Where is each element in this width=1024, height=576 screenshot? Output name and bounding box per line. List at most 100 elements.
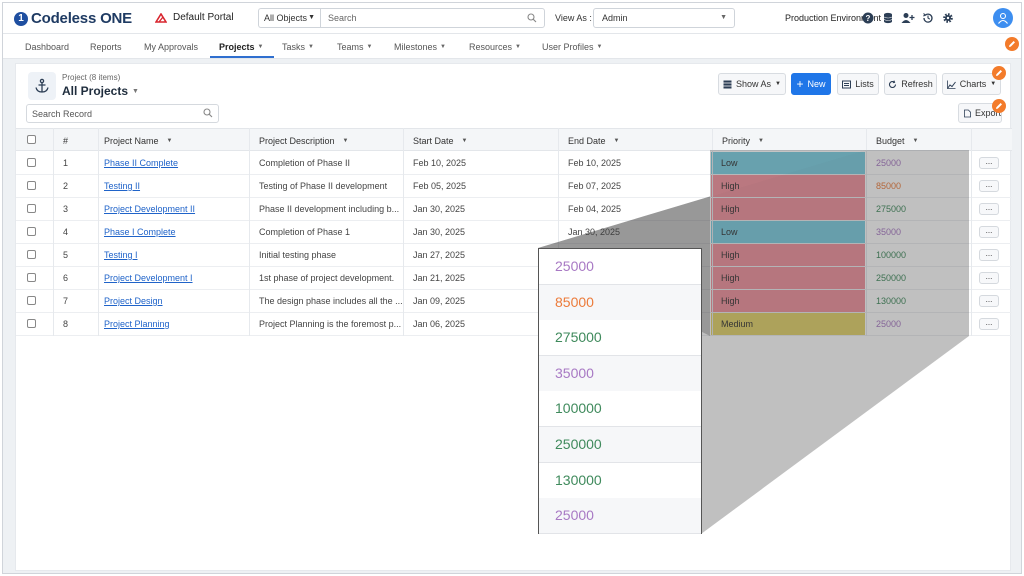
column-divider [558, 128, 559, 336]
zoom-budget-row: 25000 [539, 249, 701, 285]
nav-dashboard[interactable]: Dashboard [25, 42, 70, 52]
row-actions-button[interactable]: ... [979, 272, 999, 284]
cell-start-date: Jan 30, 2025 [413, 204, 466, 214]
nav-teams[interactable]: Teams ▼ [337, 42, 373, 52]
new-button[interactable]: + New [791, 73, 831, 95]
object-selector[interactable]: All Objects ▼ [258, 8, 320, 28]
row-checkbox[interactable] [27, 227, 36, 236]
row-checkbox[interactable] [27, 181, 36, 190]
row-actions-button[interactable]: ... [979, 157, 999, 169]
column-header-end-date[interactable]: End Date ▼ [568, 136, 620, 146]
row-checkbox[interactable] [27, 273, 36, 282]
priority-badge: Low [711, 221, 865, 243]
project-name-link[interactable]: Project Development II [104, 204, 196, 214]
zoom-budget-value: 25000 [555, 507, 594, 524]
global-search-input[interactable]: Search [320, 8, 545, 28]
nav-resources[interactable]: Resources ▼ [469, 42, 521, 52]
svg-text:?: ? [866, 14, 871, 23]
nav-reports[interactable]: Reports [90, 42, 122, 52]
chevron-down-icon: ▼ [257, 44, 264, 50]
anchor-icon [28, 72, 56, 100]
export-button[interactable]: Export [958, 103, 1002, 123]
sort-icon: ▼ [342, 138, 349, 144]
settings-icon[interactable] [941, 11, 955, 25]
project-name-link[interactable]: Phase II Complete [104, 158, 179, 168]
project-name-link[interactable]: Testing II [104, 181, 141, 191]
zoom-budget-row: 250000 [539, 427, 701, 463]
table-row[interactable]: 4 Phase I Complete Completion of Phase 1 Ja… [16, 221, 1012, 244]
row-actions-button[interactable]: ... [979, 180, 999, 192]
project-name-link[interactable]: Project Design [104, 296, 163, 306]
lists-button[interactable]: Lists [837, 73, 879, 95]
brand-logo-icon: 1 [14, 11, 28, 26]
select-all-checkbox[interactable] [27, 135, 36, 144]
view-as-select[interactable]: Admin ▼ [593, 8, 735, 28]
cell-start-date: Jan 09, 2025 [413, 296, 466, 306]
priority-badge: High [711, 175, 865, 197]
row-actions-button[interactable]: ... [979, 318, 999, 330]
nav-my-approvals[interactable]: My Approvals [144, 42, 199, 52]
row-checkbox[interactable] [27, 204, 36, 213]
help-icon[interactable]: ? [861, 11, 875, 25]
history-icon[interactable] [921, 11, 935, 25]
column-header-budget[interactable]: Budget ▼ [876, 136, 919, 146]
row-actions-button[interactable]: ... [979, 226, 999, 238]
nav-tasks[interactable]: Tasks ▼ [282, 42, 314, 52]
edit-nav-button[interactable] [1005, 37, 1019, 51]
portal-selector[interactable]: Default Portal [155, 12, 234, 23]
project-name-link[interactable]: Project Development I [104, 273, 193, 283]
project-name-link[interactable]: Phase I Complete [104, 227, 176, 237]
row-checkbox[interactable] [27, 296, 36, 305]
brand-suffix: ONE [100, 10, 132, 27]
add-user-icon[interactable] [901, 11, 915, 25]
database-icon[interactable] [881, 11, 895, 25]
table-row[interactable]: 2 Testing II Testing of Phase II developme… [16, 175, 1012, 198]
show-as-button[interactable]: Show As ▼ [718, 73, 786, 95]
row-checkbox[interactable] [27, 250, 36, 259]
project-name-link[interactable]: Project Planning [104, 319, 170, 329]
row-actions-button[interactable]: ... [979, 249, 999, 261]
column-header-priority[interactable]: Priority ▼ [722, 136, 764, 146]
table-row[interactable]: 6 Project Development I 1st phase of proje… [16, 267, 1012, 290]
cell-budget: 100000 [876, 250, 906, 260]
list-view-selector[interactable]: All Projects ▼ [62, 84, 139, 98]
column-divider [53, 128, 54, 336]
column-header-project-name[interactable]: Project Name ▼ [104, 136, 173, 146]
nav-milestones[interactable]: Milestones ▼ [394, 42, 446, 52]
cell-description: Project Planning is the foremost p... [259, 319, 402, 329]
nav-projects[interactable]: Projects ▼ [219, 42, 264, 52]
edit-export-button[interactable] [992, 99, 1006, 113]
refresh-button[interactable]: Refresh [884, 73, 937, 95]
column-header-project-description[interactable]: Project Description ▼ [259, 136, 349, 146]
row-checkbox[interactable] [27, 158, 36, 167]
table-row[interactable]: 5 Testing I Initial testing phase Jan 27, 2… [16, 244, 1012, 267]
view-as-label: View As : [555, 13, 592, 23]
search-record-input[interactable]: Search Record [26, 104, 219, 123]
sort-icon: ▼ [613, 138, 620, 144]
table-row[interactable]: 7 Project Design The design phase includes… [16, 290, 1012, 313]
nav-user-profiles[interactable]: User Profiles ▼ [542, 42, 603, 52]
row-actions-button[interactable]: ... [979, 203, 999, 215]
edit-toolbar-button[interactable] [992, 66, 1006, 80]
row-actions-button[interactable]: ... [979, 295, 999, 307]
project-name-link[interactable]: Testing I [104, 250, 138, 260]
chevron-down-icon: ▼ [596, 44, 603, 50]
user-avatar[interactable] [993, 8, 1013, 28]
table-row[interactable]: 8 Project Planning Project Planning is the… [16, 313, 1012, 336]
charts-button[interactable]: Charts ▼ [942, 73, 1001, 95]
record-count: Project (8 items) [62, 73, 121, 82]
row-checkbox[interactable] [27, 319, 36, 328]
column-header-start-date[interactable]: Start Date ▼ [413, 136, 468, 146]
chevron-down-icon: ▼ [366, 44, 373, 50]
priority-badge: High [711, 290, 865, 312]
table-row[interactable]: 3 Project Development II Phase II developm… [16, 198, 1012, 221]
cell-start-date: Jan 27, 2025 [413, 250, 466, 260]
zoom-budget-value: 100000 [555, 400, 602, 417]
priority-badge: High [711, 198, 865, 220]
table-row[interactable]: 1 Phase II Complete Completion of Phase II… [16, 152, 1012, 175]
cell-number: 7 [63, 296, 69, 306]
chevron-down-icon: ▼ [990, 81, 997, 87]
priority-badge: Low [711, 152, 865, 174]
brand-logo[interactable]: 1 Codeless ONE [14, 10, 132, 27]
